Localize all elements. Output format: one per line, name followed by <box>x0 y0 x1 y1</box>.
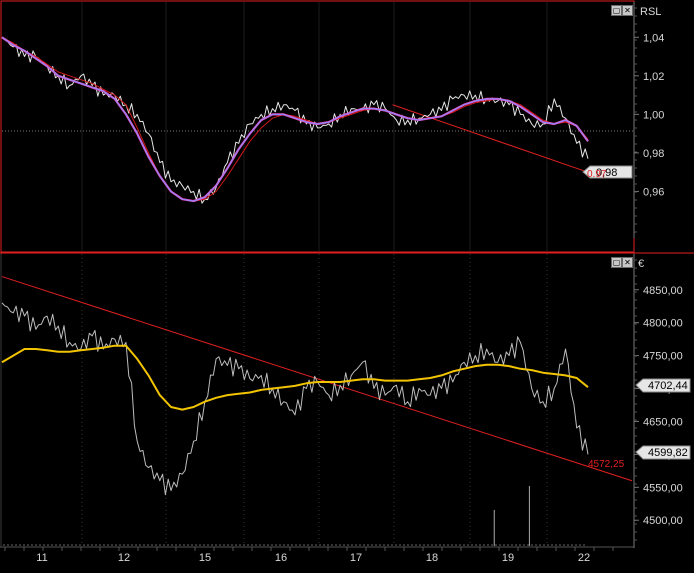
rsl-ma-blue <box>1 36 589 202</box>
upper-trend-label: 0.97 <box>587 169 607 180</box>
y-tick-label: 4850,00 <box>643 285 683 297</box>
y-tick-label: 4550,00 <box>643 482 683 494</box>
x-tick-label: 18 <box>426 552 438 564</box>
price-line <box>1 302 589 496</box>
y-tick-label: 4500,00 <box>643 515 683 527</box>
lower-close-icon[interactable]: ✕ <box>622 257 633 268</box>
lower-ma-badge: 4702,44 <box>635 378 691 393</box>
y-tick-label: 0,96 <box>643 186 664 198</box>
x-tick-label: 19 <box>502 552 514 564</box>
lower-last-badge-text: 4599,82 <box>648 447 688 459</box>
x-tick-label: 15 <box>199 552 211 564</box>
y-tick-label: 1,04 <box>643 32 664 44</box>
y-tick-label: 1,02 <box>643 71 664 83</box>
x-tick-label: 17 <box>350 552 362 564</box>
x-tick-label: 16 <box>275 552 287 564</box>
currency-label: € <box>638 258 644 270</box>
upper-trendline <box>392 104 589 173</box>
rsl-ma-pink <box>1 36 589 203</box>
y-tick-label: 4750,00 <box>643 351 683 363</box>
upper-last-badge-text: 0,98 <box>596 167 617 179</box>
lower-maximize-icon[interactable]: ▢ <box>611 257 622 268</box>
y-tick-label: 4800,00 <box>643 318 683 330</box>
x-tick-label: 12 <box>118 552 130 564</box>
x-tick-label: 22 <box>578 552 590 564</box>
upper-y-axis: 1,04 1,02 1,00 0,98 0,96 <box>633 2 664 238</box>
lower-y-axis: 4850,004800,004750,004700,004650,004600,… <box>633 254 683 548</box>
volume-bars <box>3 486 585 546</box>
x-axis: 11 12 15 16 17 18 19 22 <box>0 2 634 564</box>
trendline <box>392 104 589 173</box>
lower-last-badge: 4599,82 <box>635 445 691 460</box>
y-tick-label: 1,00 <box>643 109 664 121</box>
upper-series-group <box>1 36 589 204</box>
lower-series-group <box>1 302 589 496</box>
trendline <box>1 276 633 482</box>
rsl-price-line <box>1 36 589 204</box>
lower-trend-label: 4572,25 <box>588 459 625 470</box>
upper-maximize-icon[interactable]: ▢ <box>611 5 622 16</box>
upper-panel-frame <box>0 0 635 253</box>
rsl-label: RSL <box>640 6 661 18</box>
moving-average-line <box>1 344 589 411</box>
x-tick-label: 11 <box>36 552 47 564</box>
rsl-ma-red <box>1 36 589 202</box>
upper-close-icon[interactable]: ✕ <box>622 5 633 16</box>
lower-ma-badge-text: 4702,44 <box>648 380 688 392</box>
y-tick-label: 4650,00 <box>643 416 683 428</box>
y-tick-label: 0,98 <box>643 148 664 160</box>
lower-trendline <box>1 276 633 482</box>
upper-last-badge: 0,98 <box>582 165 633 179</box>
